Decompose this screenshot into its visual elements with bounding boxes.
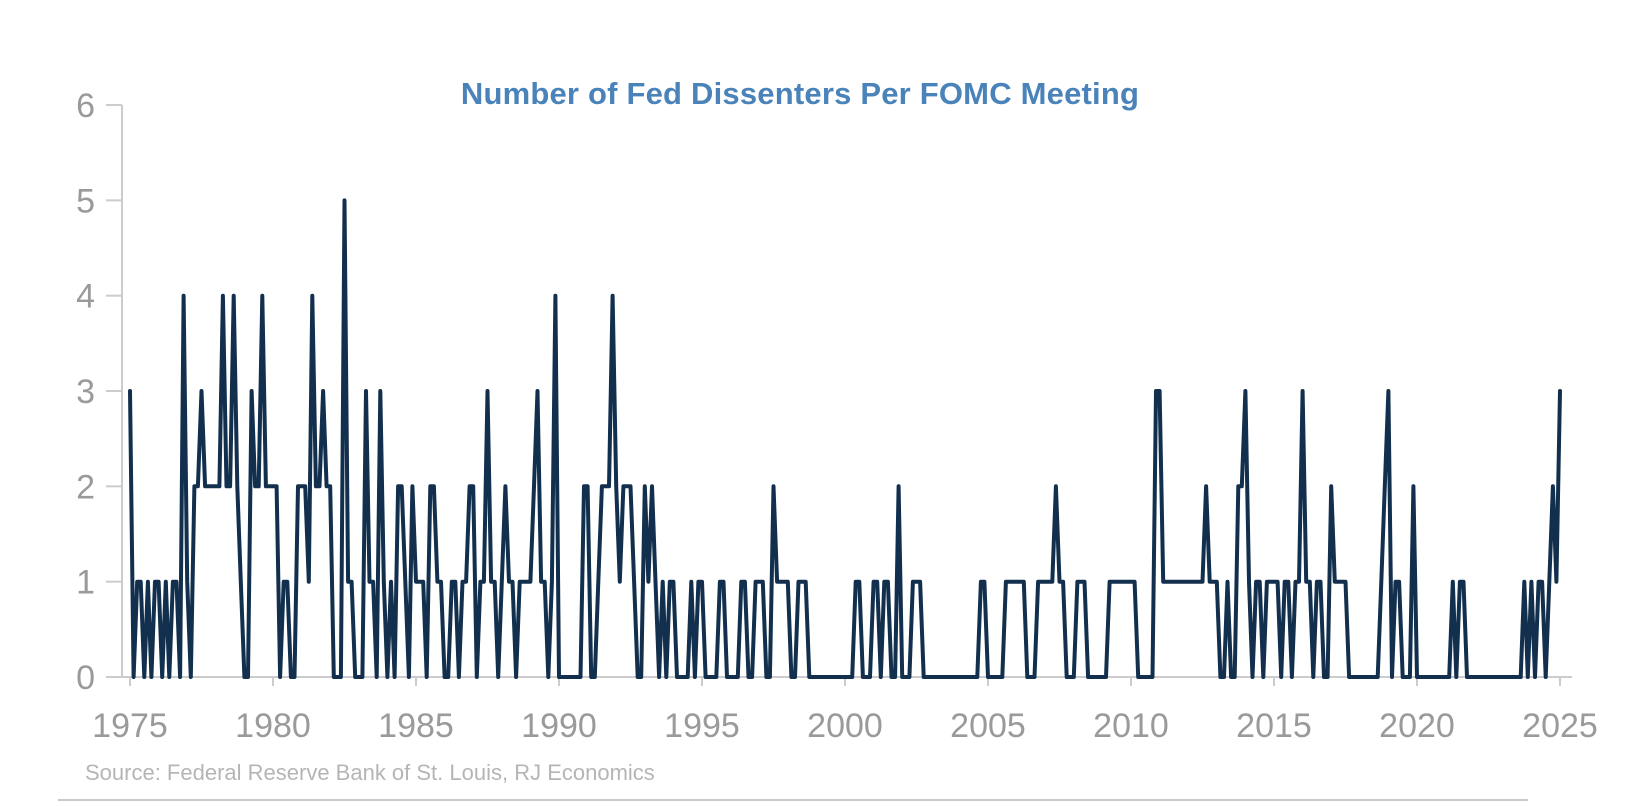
x-tick-label: 1975	[92, 707, 168, 745]
y-tick-label: 6	[76, 87, 95, 125]
x-tick-label: 1980	[235, 707, 311, 745]
x-tick-label: 2005	[950, 707, 1026, 745]
x-tick-label: 2015	[1236, 707, 1312, 745]
axes: 0 1 2 3 4 5 6 1975 1980 1985 1990 1995 2000 2005 2010 2…	[76, 87, 1598, 745]
source-text: Source: Federal Reserve Bank of St. Loui…	[85, 760, 655, 785]
y-tick-label: 5	[76, 182, 95, 220]
chart-title: Number of Fed Dissenters Per FOMC Meetin…	[460, 76, 1140, 111]
y-tick-label: 3	[76, 373, 95, 411]
y-tick-label: 2	[76, 468, 95, 506]
x-tick-label: 1990	[521, 707, 597, 745]
x-tick-label: 1995	[664, 707, 740, 745]
x-tick-label: 1985	[378, 707, 454, 745]
x-tick-label: 2025	[1522, 707, 1598, 745]
x-tick-label: 2000	[807, 707, 883, 745]
y-tick-label: 4	[76, 278, 95, 316]
x-tick-label: 2020	[1379, 707, 1455, 745]
y-tick-label: 0	[76, 659, 95, 697]
y-tick-label: 1	[76, 564, 95, 602]
x-tick-label: 2010	[1093, 707, 1169, 745]
bottom-divider	[58, 799, 1528, 801]
data-line	[128, 198, 1562, 679]
